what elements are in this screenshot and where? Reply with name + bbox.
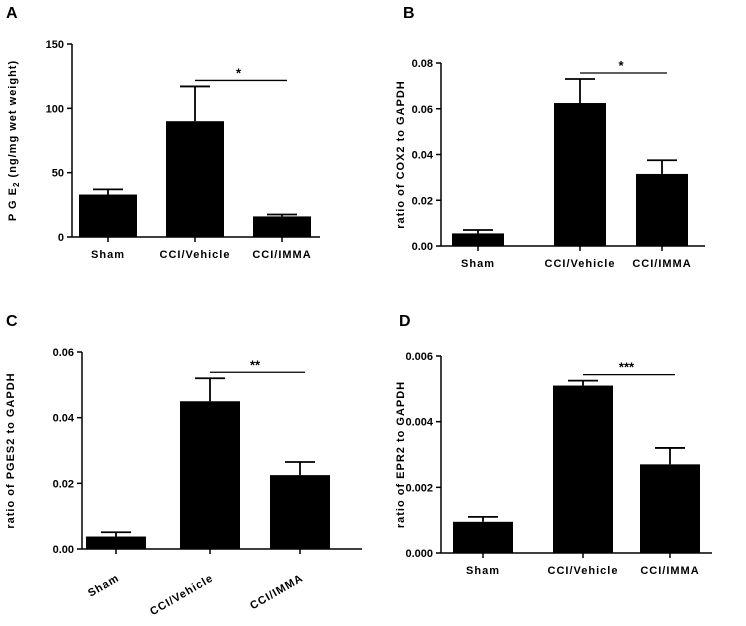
bar [270,475,330,549]
x-tick-label: CCI/IMMA [248,572,305,612]
bar [166,121,224,237]
x-tick-label: CCI/IMMA [632,258,691,270]
y-tick-label: 0.00 [412,241,433,253]
panel-b: B 0.00 0.02 0.04 0.06 0.08 Sham CCI/Vehicle CCI/… [395,5,705,270]
y-tick-label: 0.000 [405,548,433,560]
y-tick-label: 0.04 [53,413,75,425]
y-tick-label: 100 [46,103,64,115]
x-tick-label: CCI/Vehicle [148,572,215,618]
x-tick-label: Sham [91,249,125,261]
x-tick-label: Sham [461,258,495,270]
panel-b-letter: B [403,5,415,22]
panel-d-letter: D [399,313,411,330]
x-tick-label: CCI/Vehicle [545,258,616,270]
panel-c: C 0.00 0.02 0.04 0.06 Sham CCI/Vehicle CCI/IMMA… [5,313,362,618]
bar [554,103,606,246]
panel-a-letter: A [6,5,18,22]
y-tick-label: 50 [52,168,64,180]
significance-label: * [618,58,624,73]
bar [553,385,613,553]
bar [640,464,700,553]
bar [86,536,146,549]
y-tick-label: 150 [46,39,64,51]
significance-label: ** [250,357,261,372]
y-tick-label: 0.00 [53,544,74,556]
x-tick-label: CCI/Vehicle [548,565,619,577]
bar [452,233,504,246]
panel-c-letter: C [6,313,18,330]
y-tick-label: 0 [58,232,64,244]
bar [253,216,311,237]
significance-label: * [236,65,242,80]
significance-label: *** [619,360,635,375]
y-tick-label: 0.06 [412,104,433,116]
x-tick-label: Sham [86,572,121,599]
x-tick-label: Sham [466,565,500,577]
x-tick-label: CCI/Vehicle [160,249,231,261]
bar [636,173,688,246]
y-tick-label: 0.002 [405,482,433,494]
y-tick-label: 0.06 [53,347,74,359]
y-axis-title: ratio of EPR2 to GAPDH [395,381,407,528]
y-axis-title: ratio of COX2 to GAPDH [395,80,407,229]
y-tick-label: 0.02 [53,478,74,490]
y-tick-label: 0.04 [412,150,434,162]
panel-a: A 0 50 100 150 Sham CCI/Vehicle CCI/IMMA P G E2 … [6,5,320,261]
y-axis-title: ratio of PGES2 to GAPDH [5,372,17,528]
x-tick-label: CCI/IMMA [640,565,699,577]
y-axis-title: P G E2 (ng/mg wet weight) [7,60,21,221]
y-tick-label: 0.02 [412,195,433,207]
x-tick-label: CCI/IMMA [252,249,311,261]
y-tick-label: 0.004 [405,417,433,429]
y-tick-label: 0.006 [405,351,433,363]
bar [79,194,137,237]
bar [180,401,240,549]
y-tick-label: 0.08 [412,58,433,70]
panel-d: D 0.000 0.002 0.004 0.006 Sham CCI/Vehicle CCI/… [395,313,712,577]
bar [453,521,513,553]
